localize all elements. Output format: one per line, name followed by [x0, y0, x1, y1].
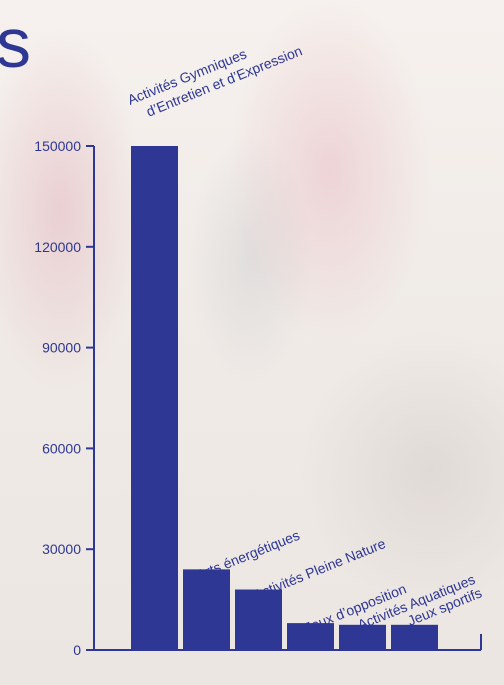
category-label: Activités Gymniquesd’Entretien et d’Expr… — [125, 26, 304, 125]
y-tick-label: 120000 — [34, 239, 81, 255]
bar — [131, 146, 178, 650]
bar — [235, 589, 282, 650]
y-tick-label: 90000 — [42, 340, 81, 356]
bar — [183, 569, 230, 650]
y-tick-label: 0 — [73, 642, 81, 658]
bar — [287, 623, 334, 650]
category-labels: Activités Gymniquesd’Entretien et d’Expr… — [125, 26, 484, 635]
y-tick-label: 150000 — [34, 138, 81, 154]
bars — [131, 146, 438, 650]
y-tick-label: 60000 — [42, 440, 81, 456]
y-axis: 0 30000 60000 90000 120000 150000 — [34, 138, 95, 658]
y-tick-label: 30000 — [42, 541, 81, 557]
bar — [339, 624, 386, 650]
bar — [391, 624, 438, 650]
title-fragment: s — [0, 4, 31, 82]
